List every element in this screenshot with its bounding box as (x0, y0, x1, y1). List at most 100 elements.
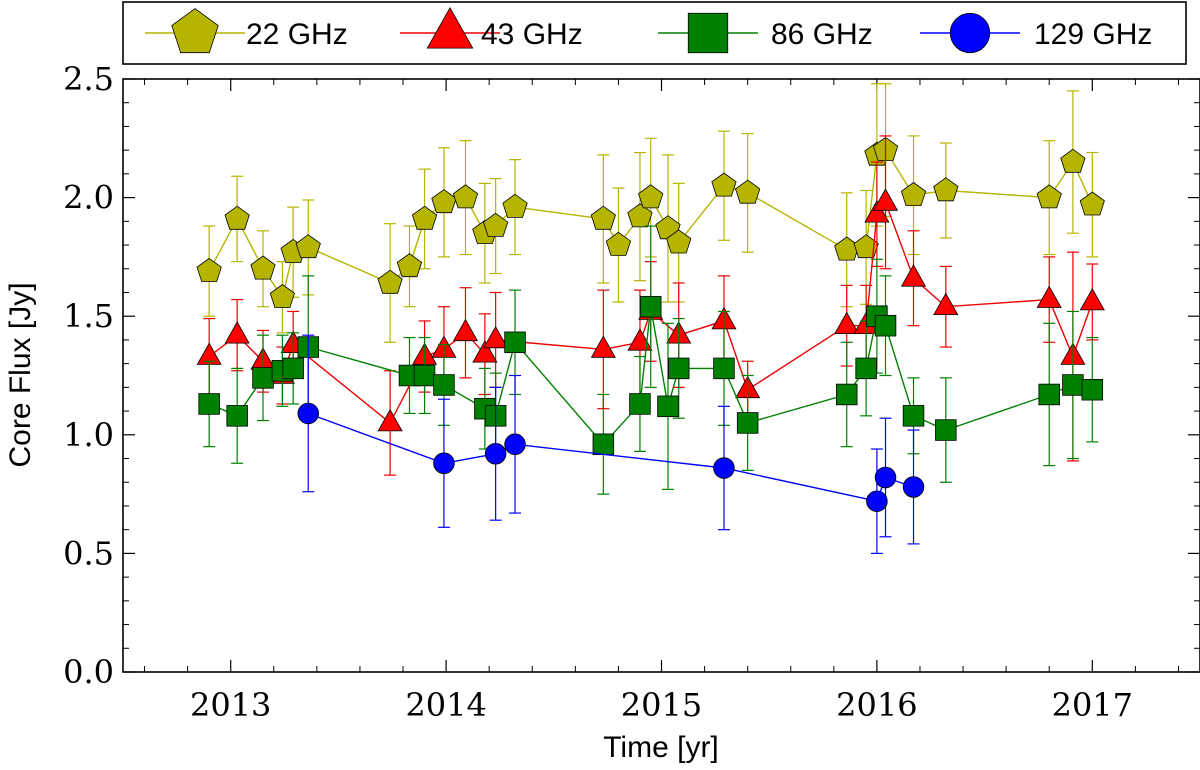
data-point (900, 182, 927, 207)
data-point (638, 184, 664, 209)
data-point (196, 257, 222, 282)
data-point (452, 184, 479, 209)
data-point (1062, 374, 1084, 396)
data-point (711, 172, 737, 197)
y-tick-label: 0.0 (63, 653, 114, 691)
series-layer (196, 83, 1105, 555)
x-axis-label: Time [yr] (603, 731, 719, 764)
data-point (1036, 184, 1062, 209)
data-point (935, 419, 957, 441)
data-point (902, 476, 925, 498)
data-point (713, 457, 735, 479)
data-point (933, 177, 959, 202)
data-point (874, 314, 897, 337)
data-point (590, 335, 616, 358)
x-tick-label: 2015 (621, 686, 702, 724)
data-point (874, 466, 897, 489)
legend-marker (426, 6, 474, 49)
data-point (226, 405, 248, 427)
legend-entry-43-ghz: 43 GHz (400, 6, 583, 51)
data-point (853, 234, 879, 259)
data-point (605, 231, 632, 256)
x-tick-label: 2013 (190, 686, 271, 724)
data-point (1079, 287, 1105, 311)
data-point (629, 393, 651, 415)
data-point (396, 253, 423, 278)
data-point (472, 340, 498, 363)
data-point (713, 357, 735, 380)
series-129-ghz (297, 334, 925, 555)
series-22-ghz (196, 83, 1105, 343)
data-point (834, 311, 860, 335)
legend-label: 129 GHz (1034, 18, 1152, 51)
legend-marker (171, 8, 219, 54)
x-tick-label: 2014 (405, 686, 486, 724)
data-point (502, 193, 528, 218)
data-point (866, 490, 888, 512)
data-point (433, 374, 455, 396)
data-point (295, 234, 321, 259)
data-point (900, 264, 927, 287)
data-point (855, 357, 877, 380)
y-tick-label: 2.5 (63, 60, 114, 98)
y-tick-label: 0.5 (63, 534, 114, 572)
y-tick-label: 1.5 (63, 297, 114, 335)
data-point (483, 212, 509, 237)
data-point (639, 295, 662, 318)
legend-label: 43 GHz (481, 18, 583, 51)
legend-label: 86 GHz (771, 18, 873, 51)
data-point (735, 179, 761, 204)
data-point (504, 433, 526, 456)
data-point (666, 229, 692, 254)
data-point (377, 408, 403, 432)
legend-entry-129-ghz: 129 GHz (920, 12, 1152, 54)
axis-ticks (123, 78, 1200, 673)
data-point (413, 364, 436, 387)
data-point (933, 292, 959, 316)
series-86-ghz (198, 225, 1104, 495)
data-point (1060, 148, 1086, 173)
data-point (1038, 383, 1060, 406)
legend-label: 22 GHz (246, 18, 348, 51)
y-axis-label: Core Flux [Jy] (4, 282, 37, 467)
data-point (377, 269, 403, 294)
data-point (667, 357, 690, 380)
data-point (452, 318, 479, 342)
data-point (902, 405, 925, 427)
data-point (269, 284, 295, 308)
y-tick-label: 1.0 (63, 416, 114, 454)
data-point (250, 255, 276, 280)
data-point (627, 203, 653, 228)
data-point (592, 433, 615, 456)
data-point (657, 395, 679, 418)
data-point (484, 443, 507, 465)
legend-marker (949, 12, 991, 54)
data-point (504, 331, 526, 354)
legend-marker (687, 12, 729, 54)
data-point (224, 205, 250, 230)
tick-labels: 2013 2014 2015 2016 2017 0.0 0.5 1.0 1.5 2.0 2.5 (63, 60, 1133, 724)
data-point (1079, 191, 1105, 216)
legend: 22 GHz 43 GHz 86 GHz 129 GHz (122, 1, 1187, 65)
data-point (736, 412, 759, 434)
legend-entry-22-ghz: 22 GHz (145, 8, 348, 54)
data-point (590, 205, 616, 230)
y-tick-label: 2.0 (63, 179, 114, 217)
data-point (872, 188, 899, 211)
data-point (483, 325, 509, 349)
data-point (1081, 378, 1104, 401)
data-point (836, 383, 858, 406)
data-point (282, 357, 304, 380)
x-tick-label: 2017 (1052, 686, 1133, 724)
x-tick-label: 2016 (836, 686, 917, 724)
data-point (224, 321, 250, 344)
data-point (411, 205, 438, 230)
data-point (433, 452, 455, 475)
data-point (1036, 285, 1062, 308)
data-point (864, 200, 890, 223)
data-point (252, 367, 274, 389)
legend-entry-86-ghz: 86 GHz (658, 12, 873, 54)
data-point (297, 402, 319, 425)
data-point (198, 393, 220, 415)
